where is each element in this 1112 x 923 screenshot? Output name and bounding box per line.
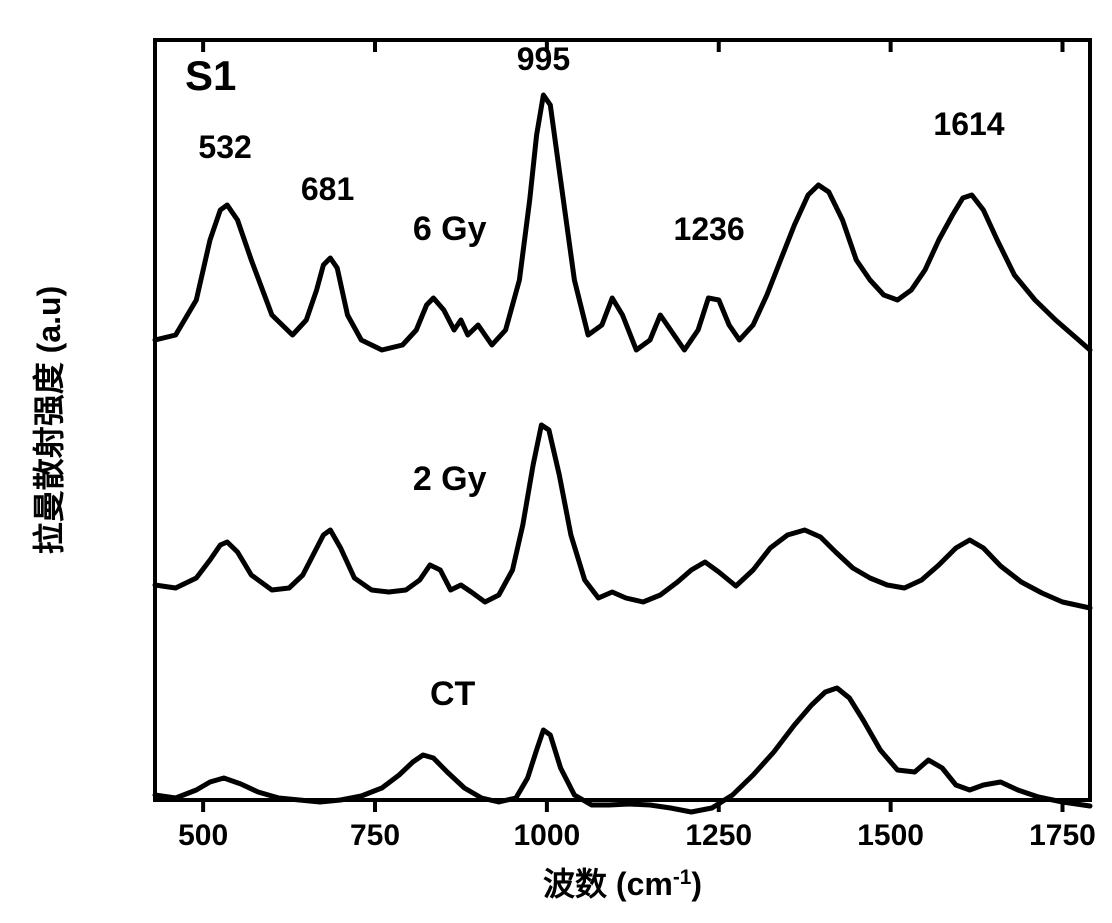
x-tick-label: 1500	[857, 819, 924, 852]
peak-label-532: 532	[198, 129, 251, 165]
panel-label: S1	[185, 52, 236, 99]
x-tick-label: 1250	[685, 819, 752, 852]
x-tick-label: 1000	[514, 819, 581, 852]
series-label-CT: CT	[430, 675, 476, 713]
y-axis-label: 拉曼散射强度 (a.u)	[31, 286, 67, 554]
peak-label-1614: 1614	[933, 106, 1004, 142]
series-label-2Gy: 2 Gy	[413, 460, 487, 498]
peak-label-1236: 1236	[674, 211, 745, 247]
x-tick-label: 1750	[1029, 819, 1096, 852]
x-tick-label: 500	[178, 819, 228, 852]
raman-spectrum-chart: 5007501000125015001750波数 (cm-1)拉曼散射强度 (a…	[0, 0, 1112, 923]
peak-label-995: 995	[517, 41, 570, 77]
peak-label-681: 681	[301, 171, 354, 207]
chart-svg: 5007501000125015001750波数 (cm-1)拉曼散射强度 (a…	[0, 0, 1112, 923]
series-label-6Gy: 6 Gy	[413, 210, 487, 248]
x-tick-label: 750	[350, 819, 400, 852]
